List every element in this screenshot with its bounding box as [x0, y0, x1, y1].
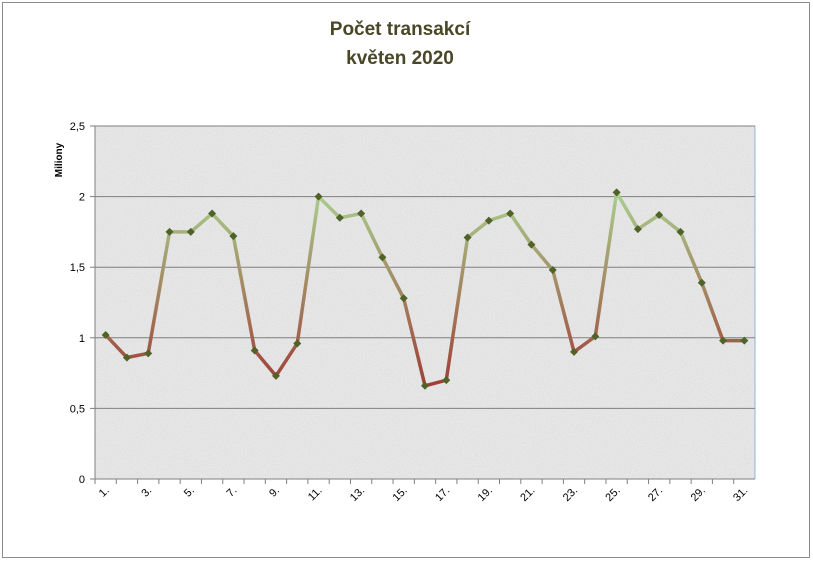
- data-point: [740, 336, 749, 345]
- data-point: [378, 253, 387, 262]
- data-point: [527, 240, 536, 249]
- data-point: [506, 209, 515, 218]
- y-tick-label: 0: [79, 474, 85, 486]
- data-point: [612, 188, 621, 197]
- data-point: [229, 232, 238, 241]
- data-point: [335, 213, 344, 222]
- data-point: [633, 225, 642, 234]
- chart-subtitle: květen 2020: [346, 48, 454, 69]
- data-point: [357, 209, 366, 218]
- y-tick-label: 2,5: [70, 121, 85, 133]
- data-point: [314, 192, 323, 201]
- y-tick-label: 1: [79, 333, 85, 345]
- y-axis-title: Miliony: [54, 142, 65, 177]
- data-point: [208, 209, 217, 218]
- data-point: [484, 216, 493, 225]
- data-point: [463, 233, 472, 242]
- data-point: [250, 346, 259, 355]
- plot-texture: [95, 126, 755, 479]
- data-point: [399, 294, 408, 303]
- y-tick-label: 1,5: [70, 262, 85, 274]
- data-point: [719, 336, 728, 345]
- data-point: [101, 330, 110, 339]
- data-point: [186, 227, 195, 236]
- y-tick-label: 0,5: [70, 403, 85, 415]
- data-point: [570, 347, 579, 356]
- data-point: [421, 381, 429, 390]
- data-point: [655, 210, 664, 219]
- data-point: [697, 278, 706, 287]
- data-point: [591, 332, 600, 341]
- data-point: [442, 376, 451, 385]
- data-point: [293, 339, 302, 348]
- y-tick-label: 2: [79, 192, 85, 204]
- data-point: [122, 353, 131, 362]
- chart-title: Počet transakcí: [330, 19, 471, 40]
- data-point: [548, 266, 557, 275]
- data-point: [165, 227, 174, 236]
- data-point: [271, 371, 280, 380]
- data-point: [676, 227, 685, 236]
- data-point: [144, 349, 153, 358]
